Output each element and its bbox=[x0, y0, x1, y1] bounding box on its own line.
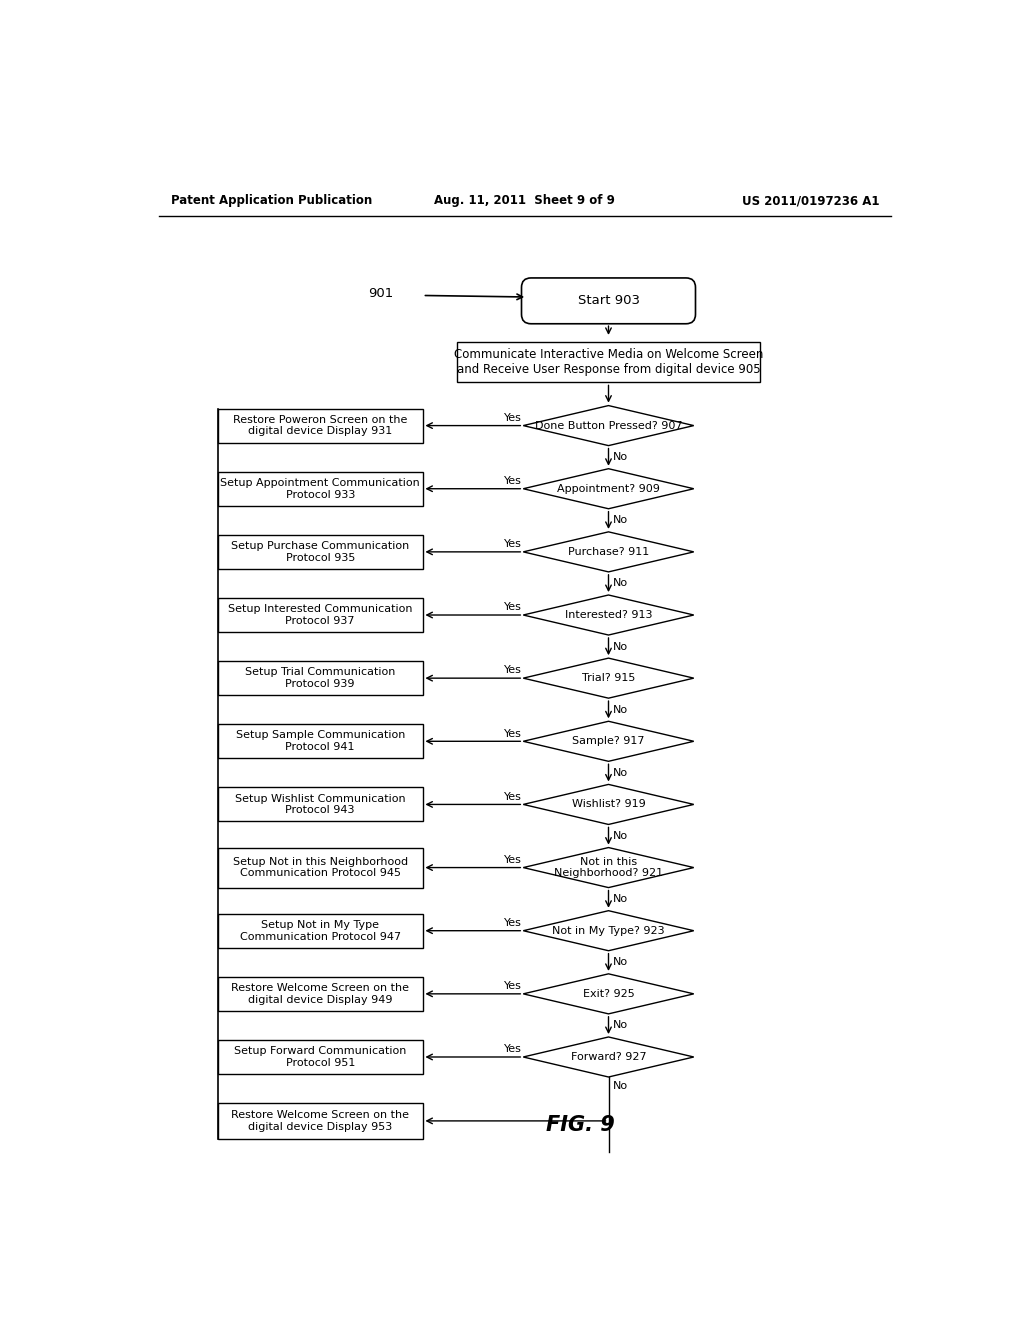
Text: Yes: Yes bbox=[504, 981, 521, 991]
Text: Setup Trial Communication
Protocol 939: Setup Trial Communication Protocol 939 bbox=[245, 668, 395, 689]
Text: Forward? 927: Forward? 927 bbox=[570, 1052, 646, 1063]
Text: FIG. 9: FIG. 9 bbox=[547, 1115, 615, 1135]
Polygon shape bbox=[523, 532, 693, 572]
Bar bbox=[217, 1040, 423, 1074]
Text: Setup Wishlist Communication
Protocol 943: Setup Wishlist Communication Protocol 94… bbox=[234, 793, 406, 816]
Text: Restore Welcome Screen on the
digital device Display 953: Restore Welcome Screen on the digital de… bbox=[231, 1110, 410, 1131]
Text: Patent Application Publication: Patent Application Publication bbox=[171, 194, 372, 207]
Polygon shape bbox=[523, 469, 693, 508]
Text: Setup Interested Communication
Protocol 937: Setup Interested Communication Protocol … bbox=[228, 605, 413, 626]
Bar bbox=[217, 788, 423, 821]
FancyBboxPatch shape bbox=[521, 279, 695, 323]
Polygon shape bbox=[523, 784, 693, 825]
Bar bbox=[217, 598, 423, 632]
Text: Yes: Yes bbox=[504, 1044, 521, 1055]
Text: Setup Not in My Type
Communication Protocol 947: Setup Not in My Type Communication Proto… bbox=[240, 920, 400, 941]
Bar bbox=[217, 409, 423, 442]
Text: No: No bbox=[612, 894, 628, 904]
Text: Yes: Yes bbox=[504, 792, 521, 801]
Bar bbox=[217, 535, 423, 569]
Text: 901: 901 bbox=[369, 286, 393, 300]
Text: No: No bbox=[612, 957, 628, 968]
Bar bbox=[458, 342, 760, 383]
Text: Setup Purchase Communication
Protocol 935: Setup Purchase Communication Protocol 93… bbox=[231, 541, 410, 562]
Text: No: No bbox=[612, 832, 628, 841]
Bar bbox=[217, 847, 423, 887]
Polygon shape bbox=[523, 405, 693, 446]
Polygon shape bbox=[523, 847, 693, 887]
Polygon shape bbox=[523, 1038, 693, 1077]
Text: No: No bbox=[612, 1020, 628, 1031]
Text: Not in this
Neighborhood? 921: Not in this Neighborhood? 921 bbox=[554, 857, 664, 878]
Text: Yes: Yes bbox=[504, 855, 521, 865]
Text: No: No bbox=[612, 705, 628, 714]
Text: No: No bbox=[612, 578, 628, 589]
Bar bbox=[217, 977, 423, 1011]
Text: Start 903: Start 903 bbox=[578, 294, 640, 308]
Polygon shape bbox=[523, 659, 693, 698]
Text: Aug. 11, 2011  Sheet 9 of 9: Aug. 11, 2011 Sheet 9 of 9 bbox=[434, 194, 615, 207]
Text: Setup Appointment Communication
Protocol 933: Setup Appointment Communication Protocol… bbox=[220, 478, 420, 499]
Bar bbox=[217, 725, 423, 758]
Bar bbox=[217, 661, 423, 696]
Polygon shape bbox=[523, 595, 693, 635]
Text: Communicate Interactive Media on Welcome Screen
and Receive User Response from d: Communicate Interactive Media on Welcome… bbox=[454, 348, 763, 376]
Text: Sample? 917: Sample? 917 bbox=[572, 737, 645, 746]
Bar bbox=[217, 913, 423, 948]
Text: Interested? 913: Interested? 913 bbox=[565, 610, 652, 620]
Text: US 2011/0197236 A1: US 2011/0197236 A1 bbox=[742, 194, 880, 207]
Text: Restore Poweron Screen on the
digital device Display 931: Restore Poweron Screen on the digital de… bbox=[233, 414, 408, 437]
Polygon shape bbox=[523, 721, 693, 762]
Text: Done Button Pressed? 907: Done Button Pressed? 907 bbox=[535, 421, 682, 430]
Text: Yes: Yes bbox=[504, 539, 521, 549]
Text: Appointment? 909: Appointment? 909 bbox=[557, 483, 659, 494]
Text: Setup Sample Communication
Protocol 941: Setup Sample Communication Protocol 941 bbox=[236, 730, 404, 752]
Text: Setup Forward Communication
Protocol 951: Setup Forward Communication Protocol 951 bbox=[234, 1047, 407, 1068]
Text: Yes: Yes bbox=[504, 917, 521, 928]
Text: Wishlist? 919: Wishlist? 919 bbox=[571, 800, 645, 809]
Text: Yes: Yes bbox=[504, 477, 521, 486]
Polygon shape bbox=[523, 911, 693, 950]
Bar bbox=[217, 471, 423, 506]
Text: Yes: Yes bbox=[504, 729, 521, 739]
Text: No: No bbox=[612, 642, 628, 652]
Text: Purchase? 911: Purchase? 911 bbox=[568, 546, 649, 557]
Text: No: No bbox=[612, 515, 628, 525]
Text: Not in My Type? 923: Not in My Type? 923 bbox=[552, 925, 665, 936]
Text: No: No bbox=[612, 768, 628, 777]
Text: Yes: Yes bbox=[504, 413, 521, 422]
Text: Setup Not in this Neighborhood
Communication Protocol 945: Setup Not in this Neighborhood Communica… bbox=[232, 857, 408, 878]
Text: Trial? 915: Trial? 915 bbox=[582, 673, 635, 684]
Text: No: No bbox=[612, 1081, 628, 1092]
Polygon shape bbox=[523, 974, 693, 1014]
Text: Restore Welcome Screen on the
digital device Display 949: Restore Welcome Screen on the digital de… bbox=[231, 983, 410, 1005]
Text: Exit? 925: Exit? 925 bbox=[583, 989, 635, 999]
Bar bbox=[217, 1104, 423, 1139]
Text: Yes: Yes bbox=[504, 602, 521, 612]
Text: No: No bbox=[612, 453, 628, 462]
Text: Yes: Yes bbox=[504, 665, 521, 676]
